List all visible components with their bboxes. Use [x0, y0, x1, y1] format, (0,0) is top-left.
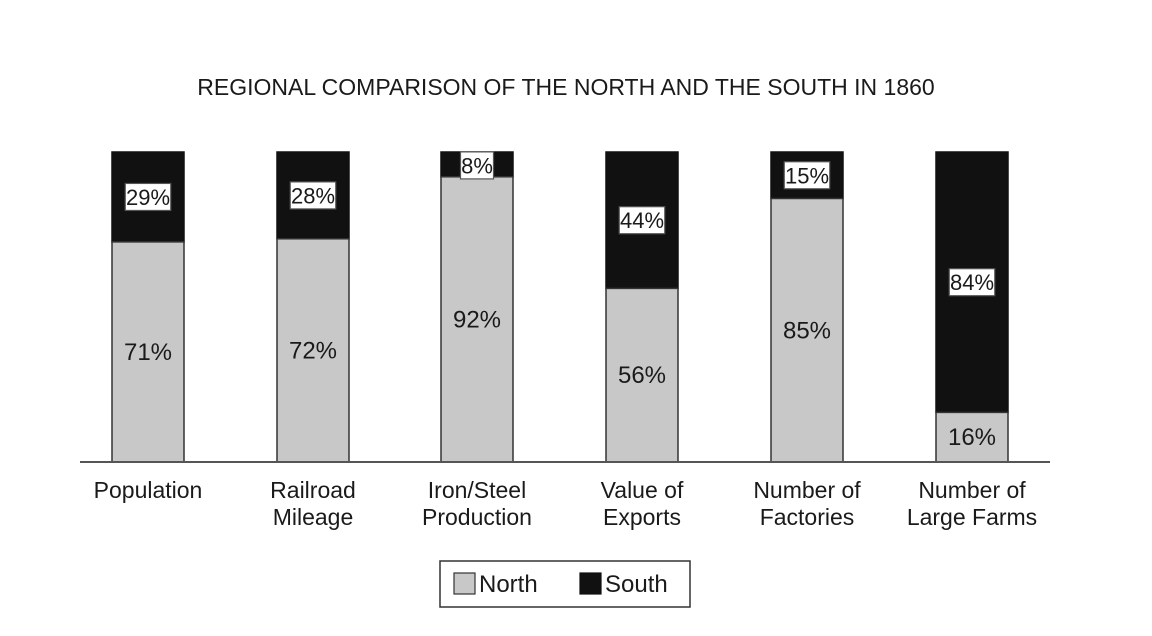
category-label-1-0: Railroad — [270, 477, 356, 503]
bar-north-3 — [605, 287, 679, 463]
data-label-south-3: 44% — [620, 208, 664, 233]
data-label-north-2: 92% — [453, 306, 501, 333]
data-label-south-box-2 — [459, 151, 495, 180]
data-label-south-box-3 — [618, 206, 666, 235]
data-label-north-5: 16% — [948, 424, 996, 451]
category-label-2-0: Iron/Steel — [428, 477, 526, 503]
data-label-south-box-0 — [124, 182, 172, 212]
data-label-south-1: 28% — [291, 183, 335, 208]
bar-north-1 — [276, 238, 350, 463]
legend-label-north: North — [479, 571, 538, 598]
data-label-north-4: 85% — [783, 317, 831, 344]
bar-north-0 — [111, 241, 185, 463]
category-label-0-0: Population — [94, 477, 203, 503]
bar-north-4 — [770, 197, 844, 463]
legend-frame — [439, 560, 691, 608]
category-label-4-1: Factories — [760, 504, 855, 530]
bar-north-5 — [935, 411, 1009, 463]
data-label-north-3: 56% — [618, 362, 666, 389]
bars-group: 71% 29% 72% 28% 92% 8% 56% 44% 85% 15% 16% 84% — [111, 151, 1009, 463]
category-label-2-1: Production — [422, 504, 532, 530]
chart-title: REGIONAL COMPARISON OF THE NORTH AND THE… — [197, 74, 934, 100]
data-label-south-box-1 — [289, 181, 337, 210]
legend-swatch-south — [579, 572, 602, 595]
data-label-south-box-5 — [948, 268, 996, 297]
data-label-north-0: 71% — [124, 339, 172, 366]
data-label-south-4: 15% — [785, 163, 829, 188]
bar-north-2 — [440, 176, 514, 463]
data-label-north-1: 72% — [289, 337, 337, 364]
category-label-5-1: Large Farms — [907, 504, 1037, 530]
data-label-south-box-4 — [783, 161, 831, 190]
legend-swatch-north — [453, 572, 476, 595]
category-label-1-1: Mileage — [273, 504, 354, 530]
data-label-south-5: 84% — [950, 270, 994, 295]
category-label-3-0: Value of — [601, 477, 684, 503]
legend: North South — [439, 560, 691, 608]
category-label-5-0: Number of — [918, 477, 1026, 503]
legend-label-south: South — [605, 571, 668, 598]
data-label-south-0: 29% — [126, 185, 170, 210]
data-label-south-2: 8% — [461, 153, 493, 178]
category-label-4-0: Number of — [753, 477, 861, 503]
category-label-3-1: Exports — [603, 504, 681, 530]
